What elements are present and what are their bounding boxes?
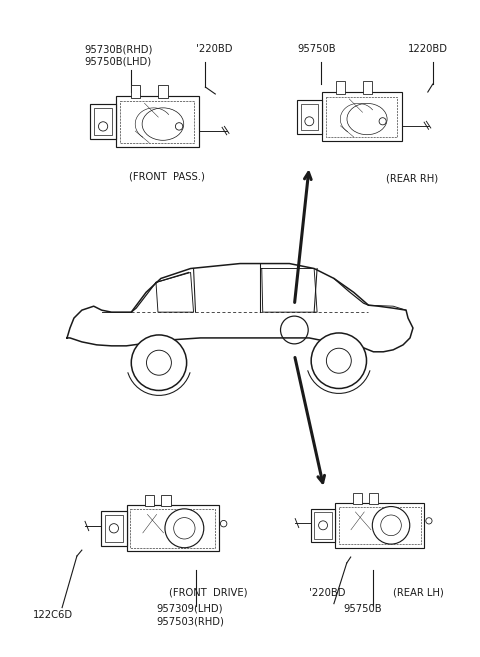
Bar [158, 85, 168, 98]
Bar [300, 104, 318, 130]
Bar [116, 97, 199, 147]
Text: (REAR LH): (REAR LH) [393, 588, 444, 598]
Text: '220BD: '220BD [309, 588, 346, 598]
Bar [326, 97, 397, 137]
Ellipse shape [347, 103, 387, 135]
Bar [314, 512, 332, 539]
Bar [145, 495, 155, 506]
Text: 957309(LHD): 957309(LHD) [156, 604, 223, 614]
Text: 95750B: 95750B [344, 604, 383, 614]
Bar [90, 104, 116, 139]
Circle shape [379, 118, 386, 125]
Circle shape [311, 333, 367, 388]
Bar [336, 503, 424, 548]
Circle shape [372, 507, 410, 544]
Bar [369, 493, 378, 504]
Text: 95750B: 95750B [297, 45, 336, 55]
Bar [297, 100, 322, 133]
Bar [94, 108, 112, 135]
Circle shape [131, 335, 187, 390]
Bar [120, 101, 194, 143]
Bar [336, 81, 345, 93]
Text: (REAR RH): (REAR RH) [386, 173, 438, 183]
Bar [101, 511, 127, 546]
Bar [105, 514, 123, 542]
Bar [127, 505, 219, 551]
Bar [353, 493, 362, 504]
Text: (FRONT  DRIVE): (FRONT DRIVE) [169, 588, 247, 598]
Ellipse shape [142, 108, 184, 141]
Text: 95750B(LHD): 95750B(LHD) [85, 57, 152, 66]
Text: 1220BD: 1220BD [408, 45, 448, 55]
Text: 95730B(RHD): 95730B(RHD) [85, 45, 153, 55]
Bar [322, 92, 402, 141]
Circle shape [220, 520, 227, 527]
Text: '220BD: '220BD [195, 45, 232, 55]
Bar [161, 495, 170, 506]
Circle shape [165, 509, 204, 548]
Text: 122C6D: 122C6D [33, 610, 72, 620]
Text: (FRONT  PASS.): (FRONT PASS.) [129, 171, 205, 181]
Text: 957503(RHD): 957503(RHD) [156, 616, 224, 627]
Bar [339, 507, 421, 544]
Circle shape [426, 518, 432, 524]
Bar [362, 81, 372, 93]
Bar [311, 509, 336, 542]
Bar [131, 85, 140, 98]
Bar [130, 509, 216, 548]
Circle shape [175, 123, 183, 130]
